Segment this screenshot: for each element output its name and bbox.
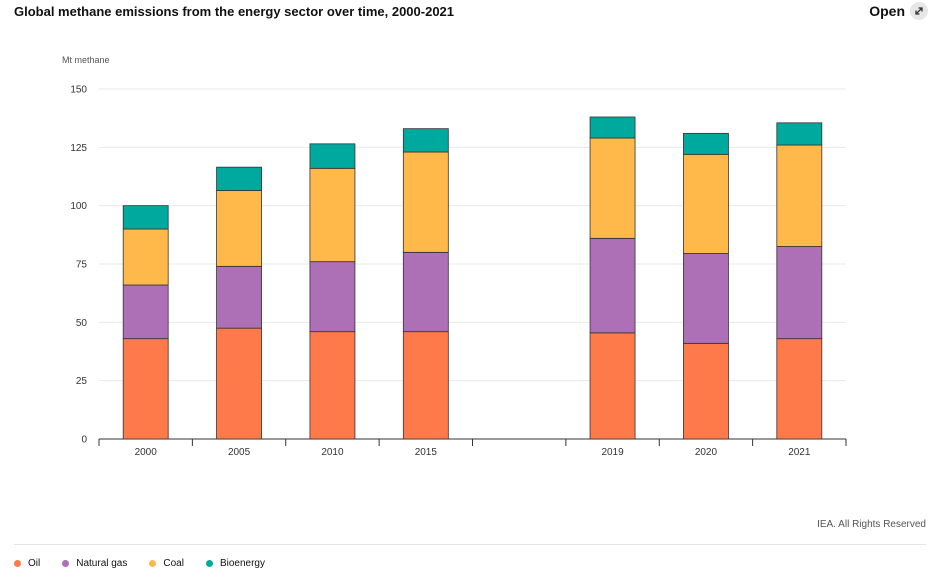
x-tick-label-2015: 2015	[415, 447, 438, 458]
bar-coal-2000	[122, 228, 169, 286]
bar-natural-gas-2015	[402, 251, 449, 333]
bar-oil-2019	[589, 332, 636, 440]
bar-bioenergy-2019	[589, 116, 636, 139]
legend-label-oil: Oil	[28, 558, 41, 569]
x-tick-label-2005: 2005	[228, 447, 251, 458]
bar-natural-gas-2005	[216, 265, 262, 329]
expand-arrow-icon	[910, 2, 928, 20]
bar-coal-2020	[683, 153, 729, 254]
bar-bioenergy-2021	[776, 122, 823, 146]
bar-natural-gas-2000	[122, 284, 169, 340]
x-tick-label-2010: 2010	[321, 447, 344, 458]
legend: Oil Natural gas Coal Bioenergy	[14, 558, 265, 569]
legend-divider	[14, 544, 926, 545]
legend-swatch-coal	[149, 560, 157, 567]
x-tick-label-2019: 2019	[601, 447, 624, 458]
bar-coal-2010	[309, 167, 356, 263]
bar-oil-2020	[683, 342, 729, 440]
legend-swatch-bioenergy	[205, 560, 213, 567]
bar-oil-2021	[776, 338, 823, 440]
chart-title: Global methane emissions from the energy…	[14, 4, 455, 19]
y-tick-label-50: 50	[76, 318, 88, 329]
bar-natural-gas-2021	[776, 246, 823, 340]
bar-bioenergy-2010	[309, 143, 356, 169]
credit-text: IEA. All Rights Reserved	[817, 519, 926, 530]
bar-natural-gas-2019	[589, 237, 636, 334]
open-button[interactable]: Open	[869, 2, 928, 20]
bar-oil-2000	[122, 338, 169, 440]
legend-item-natural-gas[interactable]: Natural gas	[62, 558, 127, 569]
bar-coal-2021	[776, 144, 823, 247]
x-tick-label-2000: 2000	[135, 447, 158, 458]
open-button-label: Open	[869, 3, 905, 19]
stacked-bar-chart: 0 25 50 75 100 125 150 2000 2005 2010 2015 2019 2020…	[70, 85, 847, 458]
bar-natural-gas-2010	[309, 261, 356, 333]
legend-label-bioenergy: Bioenergy	[219, 558, 265, 569]
y-tick-label-100: 100	[70, 201, 87, 212]
legend-swatch-natural-gas	[62, 560, 70, 567]
bar-bioenergy-2005	[216, 166, 262, 191]
y-axis-label: Mt methane	[62, 55, 110, 65]
bar-bioenergy-2000	[122, 205, 169, 230]
x-tick-label-2020: 2020	[695, 447, 718, 458]
y-tick-label-0: 0	[81, 435, 87, 446]
legend-label-natural-gas: Natural gas	[76, 558, 128, 569]
legend-swatch-oil	[14, 560, 21, 567]
legend-label-coal: Coal	[163, 558, 184, 569]
bar-bioenergy-2020	[683, 132, 729, 155]
legend-item-bioenergy[interactable]: Bioenergy	[205, 558, 265, 569]
y-tick-label-75: 75	[76, 260, 88, 271]
bar-bioenergy-2015	[402, 128, 449, 153]
bar-oil-2010	[309, 331, 356, 440]
bar-oil-2005	[216, 327, 262, 440]
y-tick-label-125: 125	[70, 143, 87, 154]
y-tick-label-150: 150	[70, 85, 87, 96]
bar-coal-2015	[402, 151, 449, 253]
bar-natural-gas-2020	[683, 253, 729, 344]
legend-item-oil[interactable]: Oil	[14, 558, 40, 569]
bar-coal-2005	[216, 190, 262, 267]
x-tick-label-2021: 2021	[788, 447, 811, 458]
bar-coal-2019	[589, 137, 636, 239]
y-tick-label-25: 25	[76, 376, 88, 387]
legend-item-coal[interactable]: Coal	[149, 558, 184, 569]
bar-oil-2015	[402, 331, 449, 440]
